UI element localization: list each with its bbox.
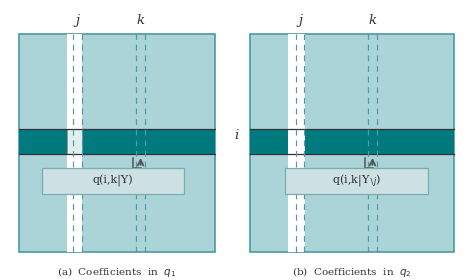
FancyBboxPatch shape: [285, 168, 428, 194]
Text: q(i,k|Y$_{\setminus j}$): q(i,k|Y$_{\setminus j}$): [331, 173, 381, 189]
Bar: [287, 34, 305, 252]
Bar: [67, 129, 82, 154]
Text: i: i: [234, 129, 239, 142]
Text: j: j: [298, 15, 302, 27]
Bar: [287, 129, 305, 154]
Text: k: k: [368, 15, 377, 27]
Text: q(i,k|Y): q(i,k|Y): [93, 175, 133, 187]
Bar: [19, 34, 215, 252]
Bar: [250, 34, 454, 252]
Bar: [67, 129, 82, 154]
Text: (a)  Coefficients  in  $q_1$: (a) Coefficients in $q_1$: [57, 265, 177, 279]
Bar: [67, 34, 82, 252]
FancyBboxPatch shape: [42, 168, 184, 194]
Text: k: k: [137, 15, 145, 27]
Bar: [250, 129, 454, 154]
Bar: [19, 129, 215, 154]
Text: j: j: [76, 15, 80, 27]
Text: (b)  Coefficients  in  $q_2$: (b) Coefficients in $q_2$: [292, 265, 412, 279]
